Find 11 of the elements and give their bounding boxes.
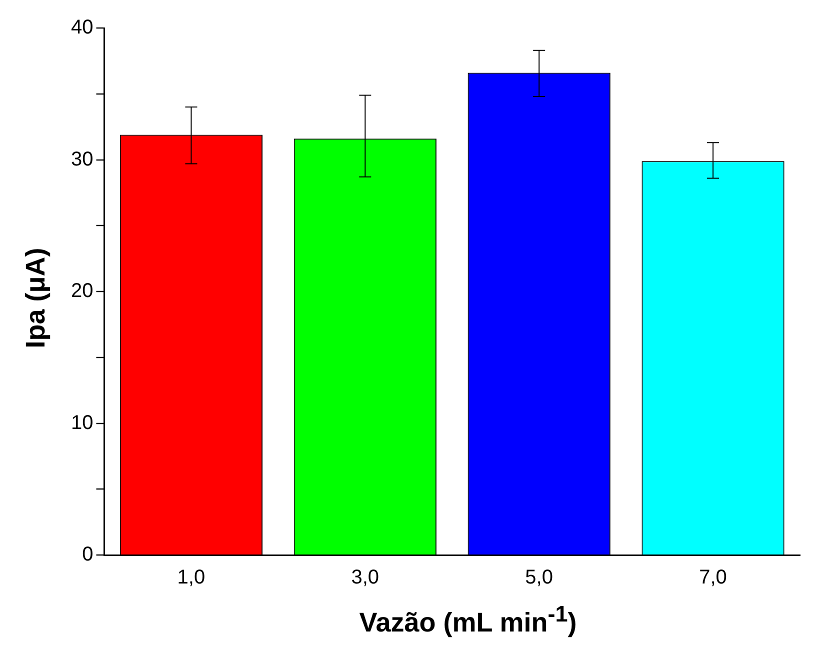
y-axis-title: Ipa (μA) — [20, 248, 52, 348]
x-tick-label: 3,0 — [351, 566, 380, 589]
y-tick-label: 10 — [70, 412, 94, 434]
x-tick-label: 1,0 — [177, 566, 206, 589]
y-tick-label: 30 — [70, 148, 94, 170]
y-tick-label: 20 — [70, 280, 94, 302]
x-tick-label: 7,0 — [699, 566, 727, 589]
x-tick-label: 5,0 — [525, 566, 553, 589]
y-tick-label: 0 — [82, 544, 94, 566]
y-tick-label: 40 — [70, 16, 94, 39]
x-axis-title: Vazão (mL min$^{-1}$) — [359, 602, 577, 638]
